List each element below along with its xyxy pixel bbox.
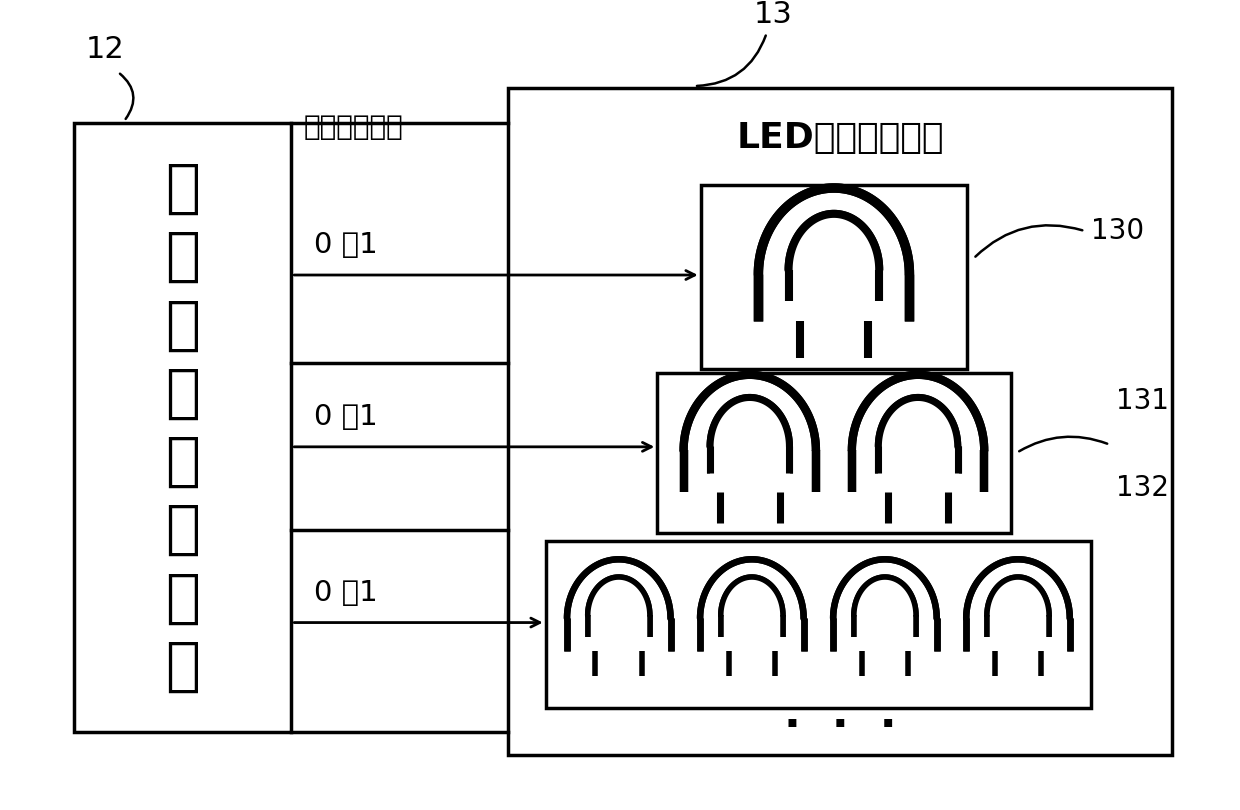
FancyArrowPatch shape bbox=[1019, 437, 1107, 451]
Text: LED阵列发射前端: LED阵列发射前端 bbox=[737, 122, 944, 156]
Text: 0 或1: 0 或1 bbox=[314, 403, 377, 431]
Text: 12: 12 bbox=[86, 35, 125, 64]
Polygon shape bbox=[987, 577, 1049, 616]
Bar bbox=[74, 123, 291, 732]
Polygon shape bbox=[567, 560, 671, 618]
Bar bbox=[701, 185, 967, 369]
Polygon shape bbox=[854, 616, 916, 637]
Polygon shape bbox=[878, 398, 957, 446]
Text: 数字控制信号: 数字控制信号 bbox=[304, 113, 403, 141]
Polygon shape bbox=[701, 618, 804, 650]
Polygon shape bbox=[567, 618, 671, 650]
Polygon shape bbox=[759, 274, 909, 322]
Polygon shape bbox=[711, 398, 790, 446]
Text: 132: 132 bbox=[1116, 474, 1169, 502]
Polygon shape bbox=[987, 616, 1049, 637]
Polygon shape bbox=[854, 577, 916, 616]
Polygon shape bbox=[711, 446, 790, 474]
Text: 0 或1: 0 或1 bbox=[314, 232, 377, 259]
Text: 0 或1: 0 或1 bbox=[314, 579, 377, 607]
Polygon shape bbox=[701, 560, 804, 618]
Polygon shape bbox=[833, 618, 936, 650]
Polygon shape bbox=[759, 188, 909, 274]
Polygon shape bbox=[966, 560, 1070, 618]
Polygon shape bbox=[833, 560, 936, 618]
Polygon shape bbox=[683, 375, 816, 450]
Text: ·  ·  ·: · · · bbox=[784, 704, 897, 747]
Polygon shape bbox=[852, 450, 985, 492]
Text: 130: 130 bbox=[1091, 217, 1145, 245]
FancyArrowPatch shape bbox=[976, 225, 1083, 257]
Text: 空
间
合
成
调
制
模
块: 空 间 合 成 调 制 模 块 bbox=[165, 160, 201, 695]
Polygon shape bbox=[852, 375, 985, 450]
FancyArrowPatch shape bbox=[120, 74, 134, 119]
Polygon shape bbox=[588, 577, 650, 616]
Polygon shape bbox=[588, 616, 650, 637]
Polygon shape bbox=[878, 446, 957, 474]
Polygon shape bbox=[789, 270, 879, 301]
Text: 131: 131 bbox=[1116, 387, 1169, 416]
Polygon shape bbox=[683, 450, 816, 492]
Polygon shape bbox=[789, 214, 879, 270]
Bar bbox=[546, 540, 1091, 709]
Text: 13: 13 bbox=[754, 0, 792, 29]
Bar bbox=[508, 87, 1172, 756]
Polygon shape bbox=[720, 616, 782, 637]
Polygon shape bbox=[966, 618, 1070, 650]
Polygon shape bbox=[720, 577, 782, 616]
FancyArrowPatch shape bbox=[697, 36, 766, 86]
Bar bbox=[657, 373, 1011, 533]
